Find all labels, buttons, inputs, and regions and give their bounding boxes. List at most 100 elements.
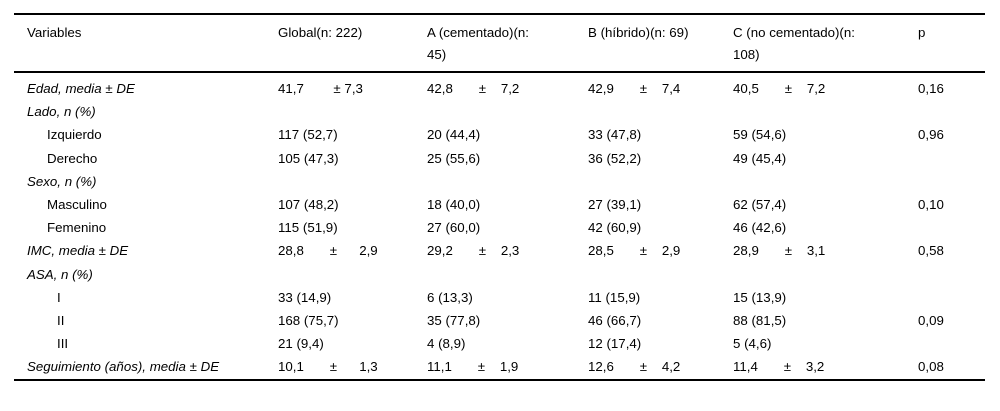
cell-group-c: 5 (4,6) [733,336,772,352]
column-header-group-c: C (no cementado)(n: 108) [733,14,918,73]
cell-p-value [918,170,985,193]
cell-group-b: 28,5 ± 2,9 [588,243,681,259]
cell-group-a: 35 (77,8) [427,313,481,329]
table-row-masculino: Masculino 107 (48,2) 18 (40,0) 27 (39,1)… [14,193,985,216]
column-header-group-a: A (cementado)(n: 45) [427,14,588,73]
cell-group-b: 46 (66,7) [588,313,642,329]
table-row-seguimiento: Seguimiento (años), media ± DE 10,1 ± 1,… [14,355,985,379]
row-label: III [57,336,69,352]
column-header-p: p [918,14,985,73]
row-label: Izquierdo [47,127,102,143]
cell-group-b [588,170,733,193]
cell-p-value: 0,96 [918,127,944,143]
cell-global: 28,8 ± 2,9 [278,243,378,259]
cell-group-b: 27 (39,1) [588,197,642,213]
cell-group-b: 42 (60,9) [588,220,642,236]
table-row-izquierdo: Izquierdo 117 (52,7) 20 (44,4) 33 (47,8)… [14,123,985,146]
cell-group-c: 59 (54,6) [733,127,787,143]
column-header-group-b: B (híbrido)(n: 69) [588,14,733,73]
row-label: Sexo, n (%) [27,173,97,189]
cell-group-c [733,263,918,286]
cell-p-value [918,286,985,309]
row-label: ASA, n (%) [27,266,93,282]
cell-group-b: 12 (17,4) [588,336,642,352]
cell-group-b: 11 (15,9) [588,289,641,305]
cell-group-b: 36 (52,2) [588,150,642,166]
column-header-variables: Variables [14,14,278,73]
cell-global: 41,7 ± 7,3 [278,81,363,96]
cell-group-b: 12,6 ± 4,2 [588,359,681,375]
cell-global: 33 (14,9) [278,289,332,305]
cell-group-c: 49 (45,4) [733,150,787,166]
table-header: Variables Global(n: 222) A (cementado)(n… [14,14,985,73]
cell-group-b [588,100,733,123]
table-row-asa-iii: III 21 (9,4) 4 (8,9) 12 (17,4) 5 (4,6) [14,332,985,355]
cell-p-value [918,216,985,239]
cell-group-c: 28,9 ± 3,1 [733,243,826,259]
cell-group-a: 18 (40,0) [427,197,481,213]
cell-group-a: 6 (13,3) [427,289,473,305]
cell-p-value: 0,16 [918,81,944,96]
row-label: II [57,313,65,329]
cell-group-b: 42,9 ± 7,4 [588,81,681,96]
table-row-asa-ii: II 168 (75,7) 35 (77,8) 46 (66,7) 88 (81… [14,309,985,332]
row-label: Masculino [47,197,107,213]
cell-global [278,170,427,193]
cell-group-c [733,170,918,193]
cell-global: 107 (48,2) [278,197,339,213]
cell-group-a: 42,8 ± 7,2 [427,81,520,96]
column-header-global: Global(n: 222) [278,14,427,73]
table-row-femenino: Femenino 115 (51,9) 27 (60,0) 42 (60,9) … [14,216,985,239]
cell-group-a: 29,2 ± 2,3 [427,243,520,259]
cell-group-a: 4 (8,9) [427,336,466,352]
cell-group-c: 15 (13,9) [733,289,787,305]
row-label: Edad, media ± DE [27,81,135,96]
cell-group-a: 27 (60,0) [427,220,481,236]
header-row: Variables Global(n: 222) A (cementado)(n… [14,14,985,73]
table-body: Edad, media ± DE 41,7 ± 7,3 42,8 ± 7,2 4… [14,72,985,380]
cell-p-value [918,332,985,355]
row-label: Seguimiento (años), media ± DE [27,359,220,375]
cell-global: 115 (51,9) [278,220,338,236]
cell-global: 168 (75,7) [278,313,339,329]
table-row-edad: Edad, media ± DE 41,7 ± 7,3 42,8 ± 7,2 4… [14,72,985,100]
table-row-asa-i: I 33 (14,9) 6 (13,3) 11 (15,9) 15 (13,9) [14,286,985,309]
cell-group-c: 11,4 ± 3,2 [733,359,825,375]
table-row-sexo: Sexo, n (%) [14,170,985,193]
row-label: I [57,289,61,305]
cell-global: 21 (9,4) [278,336,324,352]
cell-group-a: 20 (44,4) [427,127,481,143]
cell-p-value [918,147,985,170]
cell-global [278,100,427,123]
cell-group-a [427,263,588,286]
cell-global: 105 (47,3) [278,150,339,166]
table-row-imc: IMC, media ± DE 28,8 ± 2,9 29,2 ± 2,3 28… [14,239,985,262]
cell-group-a: 25 (55,6) [427,150,481,166]
cell-group-c: 88 (81,5) [733,313,787,329]
cell-p-value: 0,10 [918,197,944,213]
cell-p-value [918,100,985,123]
cell-group-a [427,170,588,193]
cell-p-value: 0,09 [918,313,944,329]
cell-global: 10,1 ± 1,3 [278,359,378,375]
cell-group-a [427,100,588,123]
row-label: IMC, media ± DE [27,243,129,259]
table-row-lado: Lado, n (%) [14,100,985,123]
cell-group-c: 40,5 ± 7,2 [733,81,826,96]
cell-group-b [588,263,733,286]
row-label: Lado, n (%) [27,104,96,120]
cell-global: 117 (52,7) [278,127,338,143]
table-row-asa: ASA, n (%) [14,263,985,286]
cell-p-value: 0,08 [918,359,944,375]
patient-demographics-table: Variables Global(n: 222) A (cementado)(n… [14,13,985,381]
row-label: Derecho [47,150,98,166]
cell-global [278,263,427,286]
row-label: Femenino [47,220,107,236]
cell-p-value [918,263,985,286]
cell-group-c: 62 (57,4) [733,197,787,213]
table-row-derecho: Derecho 105 (47,3) 25 (55,6) 36 (52,2) 4… [14,147,985,170]
cell-group-c [733,100,918,123]
cell-group-b: 33 (47,8) [588,127,642,143]
cell-p-value: 0,58 [918,243,944,259]
